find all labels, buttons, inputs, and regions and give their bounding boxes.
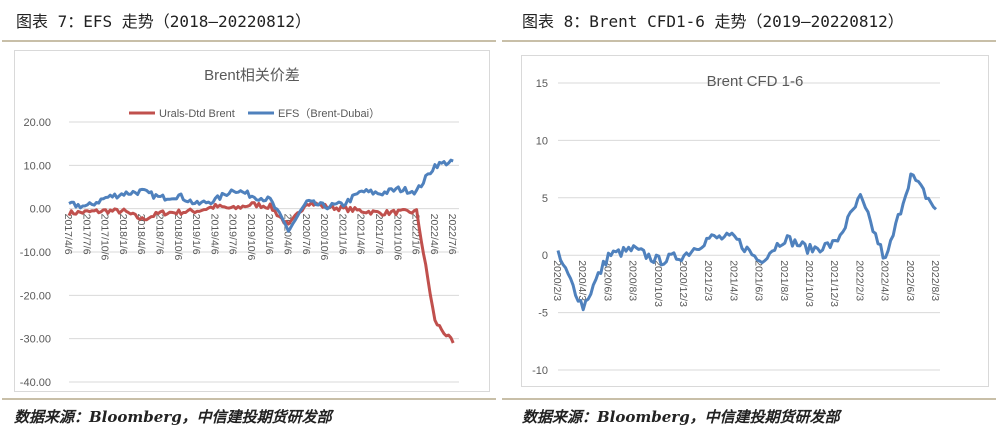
cfd-line — [556, 172, 938, 312]
cfd-chart: 15 10 5 0 -5 -10 Brent CFD 1-6 2020/2/3 2020/4… — [532, 73, 941, 377]
svg-text:2020/2/3: 2020/2/3 — [551, 260, 563, 301]
svg-text:20.00: 20.00 — [23, 117, 51, 129]
y-grid: 20.00 10.00 0.00 -10.00 -20.00 -30.00 -40.00 — [20, 117, 459, 389]
right-chart-panel: 15 10 5 0 -5 -10 Brent CFD 1-6 2020/2/3 2020/4… — [521, 55, 989, 387]
y-grid: 15 10 5 0 -5 -10 — [532, 78, 940, 377]
left-figure-source: 数据来源：Bloomberg，中信建投期货研发部 — [14, 408, 332, 426]
svg-text:2020/7/6: 2020/7/6 — [300, 214, 312, 255]
svg-text:2019/1/6: 2019/1/6 — [190, 214, 202, 255]
svg-text:2018/10/6: 2018/10/6 — [172, 214, 184, 261]
svg-text:2020/10/3: 2020/10/3 — [652, 260, 664, 307]
x-axis-labels: 2017/4/6 2017/7/6 2017/10/6 2018/1/6 2018/4/… — [62, 214, 458, 261]
svg-text:2022/4/6: 2022/4/6 — [428, 214, 440, 255]
svg-text:2021/10/3: 2021/10/3 — [803, 260, 815, 307]
svg-text:2021/1/6: 2021/1/6 — [336, 214, 348, 255]
svg-text:10.00: 10.00 — [23, 160, 51, 172]
svg-text:0: 0 — [542, 250, 548, 262]
svg-text:2022/7/6: 2022/7/6 — [446, 214, 458, 255]
svg-text:-5: -5 — [538, 308, 548, 320]
left-figure-caption: 图表 7：EFS 走势（2018—20220812） — [16, 12, 312, 31]
left-caption-rule — [2, 40, 496, 42]
right-caption-rule — [502, 40, 996, 42]
svg-text:2019/7/6: 2019/7/6 — [227, 214, 239, 255]
svg-text:2021/7/6: 2021/7/6 — [373, 214, 385, 255]
svg-text:2019/4/6: 2019/4/6 — [208, 214, 220, 255]
svg-text:2017/10/6: 2017/10/6 — [99, 214, 111, 261]
right-figure-caption: 图表 8：Brent CFD1-6 走势（2019—20220812） — [522, 12, 904, 31]
legend: Urals-Dtd Brent EFS（Brent-Dubai） — [129, 107, 380, 120]
svg-text:2018/1/6: 2018/1/6 — [117, 214, 129, 255]
svg-text:2022/8/3: 2022/8/3 — [929, 260, 941, 301]
svg-text:2020/4/3: 2020/4/3 — [576, 260, 588, 301]
svg-text:2021/6/3: 2021/6/3 — [753, 260, 765, 301]
svg-text:2021/2/3: 2021/2/3 — [702, 260, 714, 301]
svg-text:2018/4/6: 2018/4/6 — [135, 214, 147, 255]
svg-text:2017/4/6: 2017/4/6 — [62, 214, 74, 255]
svg-text:2017/7/6: 2017/7/6 — [80, 214, 92, 255]
svg-text:5: 5 — [542, 193, 548, 205]
svg-text:15: 15 — [536, 78, 548, 90]
chart-title: Brent相关价差 — [204, 67, 300, 84]
svg-text:2021/4/6: 2021/4/6 — [355, 214, 367, 255]
legend-urals-label: Urals-Dtd Brent — [159, 108, 235, 120]
left-source-rule — [2, 398, 496, 400]
svg-text:-40.00: -40.00 — [20, 377, 51, 389]
efs-chart: Brent相关价差 Urals-Dtd Brent EFS（Brent-Duba… — [20, 67, 459, 389]
svg-text:2020/12/3: 2020/12/3 — [677, 260, 689, 307]
svg-text:2021/4/3: 2021/4/3 — [727, 260, 739, 301]
svg-text:2022/6/3: 2022/6/3 — [904, 260, 916, 301]
left-chart-panel: Brent相关价差 Urals-Dtd Brent EFS（Brent-Duba… — [14, 50, 490, 392]
svg-text:2021/8/3: 2021/8/3 — [778, 260, 790, 301]
svg-text:10: 10 — [536, 135, 548, 147]
svg-text:2020/10/6: 2020/10/6 — [318, 214, 330, 261]
svg-text:2019/10/6: 2019/10/6 — [245, 214, 257, 261]
right-figure-source: 数据来源：Bloomberg，中信建投期货研发部 — [522, 408, 840, 426]
svg-text:-20.00: -20.00 — [20, 290, 51, 302]
svg-text:0.00: 0.00 — [30, 204, 51, 216]
svg-text:2018/7/6: 2018/7/6 — [153, 214, 165, 255]
svg-text:2020/1/6: 2020/1/6 — [263, 214, 275, 255]
svg-text:-10.00: -10.00 — [20, 247, 51, 259]
right-source-rule — [502, 398, 996, 400]
svg-text:2022/4/3: 2022/4/3 — [879, 260, 891, 301]
legend-efs-label: EFS（Brent-Dubai） — [278, 107, 380, 120]
svg-text:2022/2/3: 2022/2/3 — [853, 260, 865, 301]
x-axis-labels: 2020/2/3 2020/4/3 2020/6/3 2020/8/3 2020/10/… — [551, 260, 941, 307]
efs-line — [68, 158, 454, 233]
svg-text:-30.00: -30.00 — [20, 334, 51, 346]
svg-text:2020/6/3: 2020/6/3 — [601, 260, 613, 301]
svg-text:-10: -10 — [532, 365, 548, 377]
svg-text:2021/12/3: 2021/12/3 — [828, 260, 840, 307]
chart-title: Brent CFD 1-6 — [707, 73, 804, 90]
svg-text:2021/10/6: 2021/10/6 — [391, 214, 403, 261]
svg-text:2020/8/3: 2020/8/3 — [627, 260, 639, 301]
urals-line — [67, 201, 455, 344]
